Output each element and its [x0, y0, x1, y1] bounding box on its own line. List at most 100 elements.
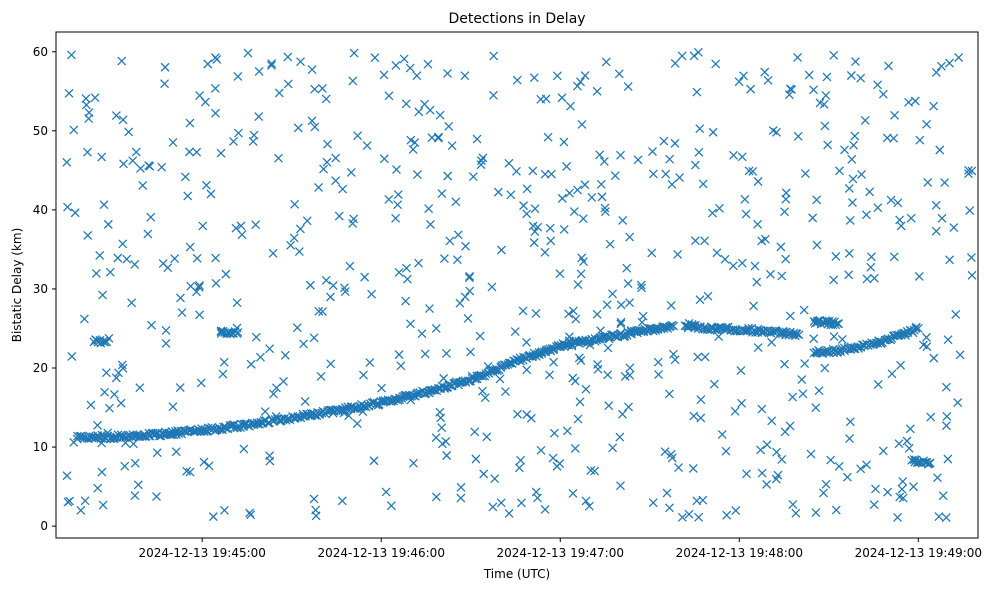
data-point [845, 434, 854, 444]
data-point [200, 97, 210, 107]
data-point [822, 72, 832, 82]
data-point [914, 272, 924, 281]
data-point [177, 308, 187, 318]
data-point [467, 371, 477, 381]
data-point [420, 349, 430, 359]
plot-frame [55, 31, 979, 539]
y-tick-label: 0 [40, 519, 48, 533]
data-point [165, 430, 175, 440]
data-point [876, 339, 886, 349]
data-point [124, 127, 134, 137]
x-tick-label: 2024-12-13 19:45:00 [138, 546, 265, 560]
data-point [379, 154, 389, 164]
data-point [265, 451, 274, 461]
data-point [660, 447, 670, 457]
data-point [966, 253, 976, 263]
data-point [618, 409, 627, 419]
data-point [884, 61, 893, 71]
data-point [381, 487, 391, 497]
data-point [319, 164, 329, 174]
data-point [590, 466, 600, 476]
data-point [185, 118, 195, 128]
data-point [549, 428, 559, 438]
data-point [334, 211, 344, 221]
data-point [121, 438, 130, 448]
data-point [552, 71, 562, 81]
data-point [711, 59, 721, 69]
data-point [953, 398, 963, 408]
data-point [114, 368, 123, 378]
data-point [522, 184, 532, 194]
data-point [931, 200, 941, 210]
data-point [624, 402, 633, 412]
data-point [192, 147, 202, 157]
data-point [904, 443, 914, 453]
data-point [667, 179, 677, 189]
data-point [69, 437, 79, 447]
data-point [130, 259, 140, 269]
data-point [152, 448, 162, 458]
data-point [692, 87, 702, 97]
data-point [595, 150, 605, 160]
data-point [893, 198, 903, 208]
data-point [808, 213, 818, 223]
x-axis-label: Time (UTC) [483, 567, 550, 581]
data-point [81, 94, 91, 103]
data-point [377, 383, 387, 393]
data-point [740, 194, 750, 204]
data-point [531, 487, 541, 497]
data-point [495, 374, 505, 384]
data-point [873, 80, 883, 90]
data-point [425, 304, 434, 314]
data-point [62, 471, 72, 481]
data-point [943, 335, 953, 345]
data-point [696, 395, 706, 405]
data-point [811, 508, 821, 518]
data-point [279, 376, 288, 386]
data-point [176, 293, 185, 303]
y-tick-label: 20 [33, 361, 48, 375]
data-point [90, 93, 100, 103]
data-point [967, 270, 977, 280]
data-point [67, 50, 76, 60]
data-point [302, 216, 312, 226]
data-point [152, 492, 161, 502]
data-point [717, 429, 727, 439]
data-point [435, 110, 445, 120]
data-point [700, 352, 710, 362]
data-point [236, 221, 246, 231]
data-point [168, 402, 178, 412]
data-point [596, 179, 606, 189]
data-point [131, 147, 141, 157]
x-tick-label: 2024-12-13 19:46:00 [318, 546, 445, 560]
data-point [819, 488, 828, 498]
data-point [239, 444, 249, 454]
data-point [938, 491, 948, 501]
data-point [120, 461, 130, 471]
data-point [731, 506, 741, 515]
data-point [788, 392, 798, 402]
data-point [793, 131, 803, 141]
data-point [526, 413, 536, 423]
data-point [666, 300, 676, 310]
data-point [460, 292, 470, 302]
data-point [664, 389, 674, 399]
data-point [623, 82, 633, 91]
data-point [431, 433, 441, 443]
data-point [423, 59, 433, 69]
data-point [814, 345, 824, 355]
data-point [460, 71, 470, 81]
data-point [709, 379, 719, 389]
data-point [793, 52, 802, 62]
data-point [568, 488, 578, 498]
data-point [945, 255, 955, 265]
data-point [777, 271, 787, 281]
data-point [206, 189, 216, 199]
data-point [401, 296, 411, 306]
data-point [787, 85, 797, 94]
data-point [69, 125, 79, 135]
data-point [890, 110, 899, 120]
data-point [660, 322, 670, 332]
data-point [408, 144, 418, 154]
data-point [566, 101, 575, 111]
